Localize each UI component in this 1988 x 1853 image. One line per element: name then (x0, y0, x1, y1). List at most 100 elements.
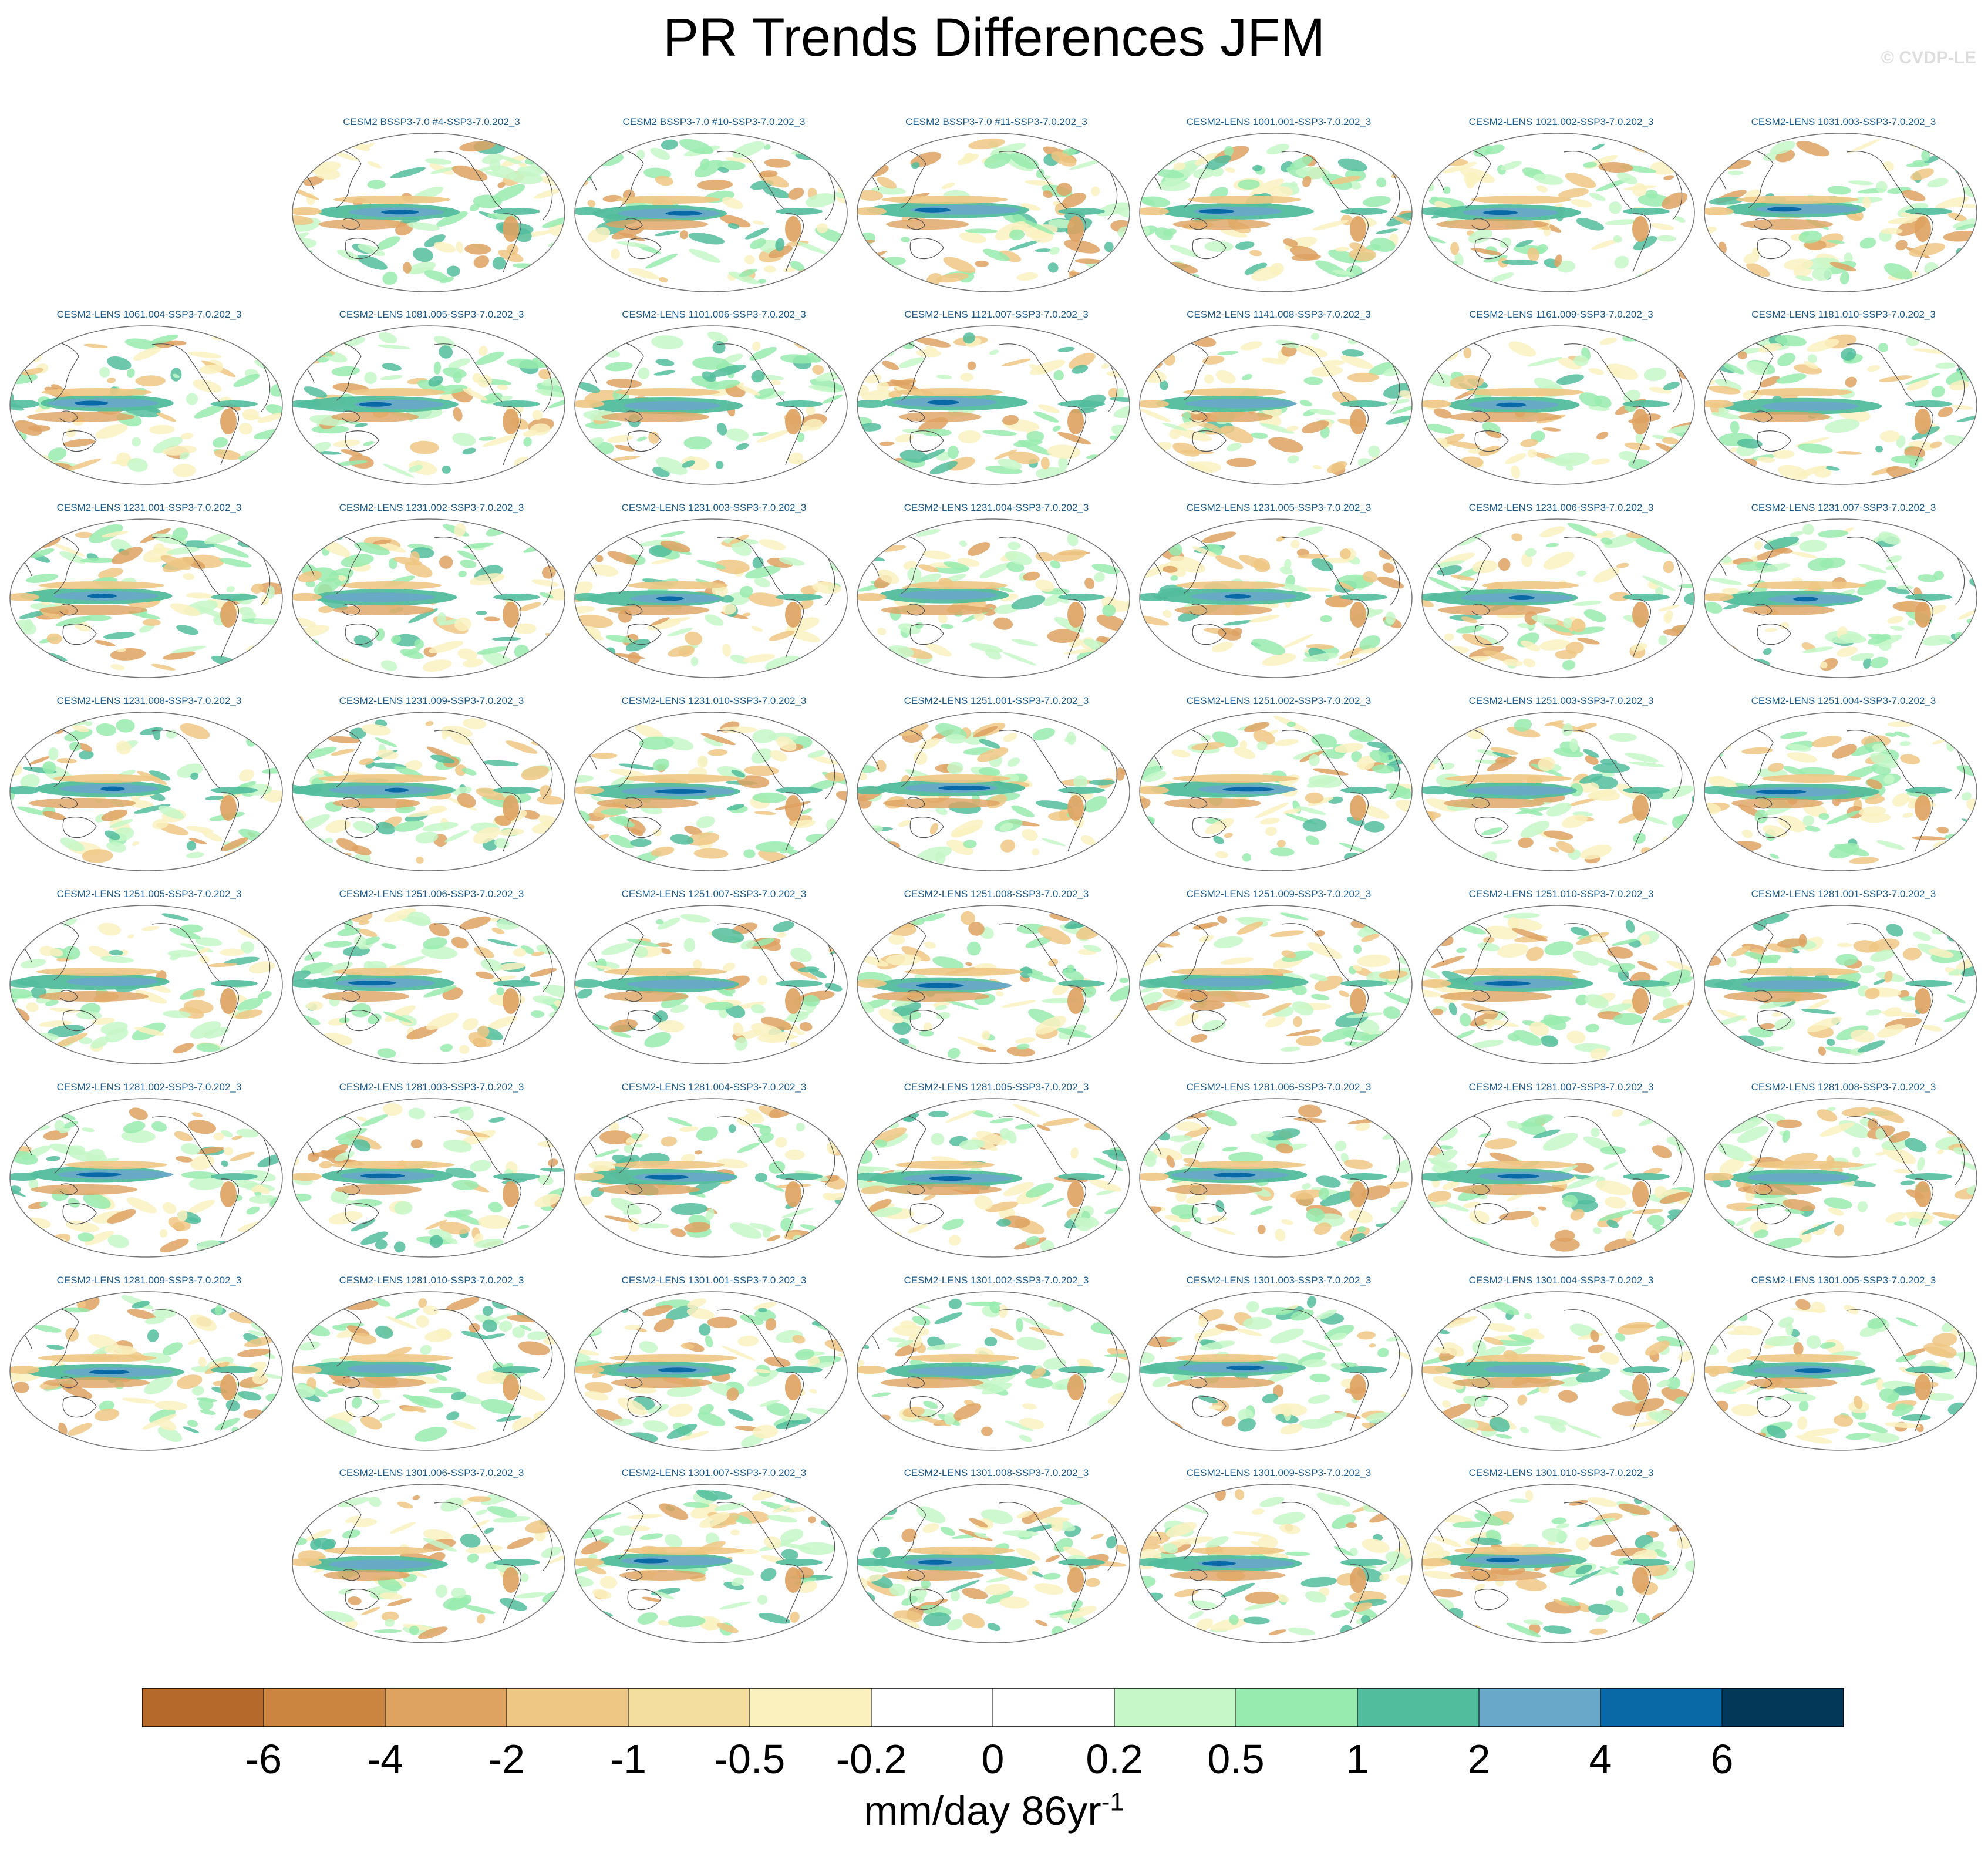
precip-blob (1369, 1104, 1380, 1117)
precip-blob (1522, 1114, 1554, 1127)
map-panel: CESM2-LENS 1251.008-SSP3-7.0.202_3 (855, 888, 1137, 1075)
precip-blob (316, 769, 324, 775)
precip-blob (539, 785, 552, 798)
precip-blob (378, 332, 397, 344)
precip-blob (1167, 262, 1198, 274)
precip-blob (1332, 269, 1354, 275)
precip-blob (1491, 272, 1514, 282)
precip-blob (581, 529, 605, 538)
precip-blob (304, 746, 337, 759)
precip-blob (1770, 853, 1780, 859)
coastline (1754, 1183, 1773, 1195)
precip-blob (1297, 526, 1323, 537)
precip-blob (1442, 161, 1477, 174)
precip-blob (382, 1103, 403, 1116)
precip-blob (1194, 1216, 1201, 1224)
map-panel: CESM2-LENS 1281.001-SSP3-7.0.202_3 (1703, 888, 1984, 1075)
precip-blob (1558, 188, 1589, 198)
map-panel: CESM2-LENS 1281.010-SSP3-7.0.202_3 (291, 1275, 572, 1461)
precip-blob (1652, 1145, 1672, 1158)
south-america-dry (1632, 602, 1649, 628)
coastline (1754, 410, 1773, 423)
precip-blob (1757, 457, 1776, 463)
precip-blob (401, 1406, 424, 1412)
precip-blob (1357, 1019, 1380, 1033)
precip-blob (1091, 186, 1100, 196)
precip-blob (117, 648, 126, 652)
precip-blob (658, 277, 668, 282)
precip-blob (469, 203, 480, 211)
precip-blob (400, 649, 424, 659)
atlantic-itcz (1623, 400, 1670, 407)
precip-blob (459, 1045, 470, 1054)
precip-blob (763, 144, 771, 150)
precip-blob (1895, 240, 1908, 251)
precip-blob (1290, 540, 1300, 549)
map-panel-label: CESM2-LENS 1281.001-SSP3-7.0.202_3 (1751, 888, 1936, 899)
precip-blob (1512, 928, 1548, 942)
precip-blob (1870, 656, 1889, 669)
precip-blob (1032, 727, 1055, 741)
precip-blob (306, 1001, 323, 1011)
precip-blob (1896, 585, 1913, 590)
precip-blob (727, 804, 744, 811)
precip-blob (49, 1008, 80, 1013)
precip-blob (1361, 1185, 1390, 1200)
indian-ocean-band (1704, 979, 1734, 988)
precip-blob (385, 1005, 416, 1022)
precip-blob (301, 332, 331, 350)
precip-blob (52, 1033, 88, 1049)
precip-blob (1320, 359, 1345, 366)
map-outline (9, 518, 283, 678)
precip-blob (963, 840, 977, 848)
precip-blob (248, 961, 275, 974)
map-panel-label: CESM2-LENS 1281.006-SSP3-7.0.202_3 (1186, 1082, 1372, 1093)
precip-blob (257, 991, 272, 1000)
precip-blob (104, 1345, 137, 1355)
precip-blob (1717, 1143, 1753, 1162)
precip-blob (1021, 218, 1056, 235)
precip-blob (1812, 267, 1832, 281)
precip-blob (1670, 847, 1694, 861)
precip-blob (694, 160, 723, 178)
precip-blob (446, 265, 460, 277)
precip-blob (1939, 913, 1951, 924)
precip-blob (648, 431, 659, 444)
coastline (1754, 604, 1773, 616)
precip-blob (238, 769, 254, 782)
precip-blob (810, 378, 844, 392)
precip-blob (931, 1133, 945, 1146)
map-outline (1139, 712, 1413, 871)
precip-blob (1706, 913, 1733, 927)
precip-blob (63, 1120, 78, 1128)
coastline (1474, 817, 1509, 838)
precip-blob (1009, 229, 1025, 240)
coastline (1757, 817, 1791, 838)
precip-blob (1121, 1114, 1130, 1124)
precip-blob (367, 180, 386, 190)
precip-blob (722, 1346, 756, 1361)
precip-blob (1228, 1151, 1263, 1164)
indian-ocean-band (1704, 786, 1734, 794)
precip-blob (1190, 1000, 1225, 1011)
precip-blob (577, 342, 606, 352)
precip-blob (97, 922, 121, 936)
precip-blob (1091, 563, 1120, 574)
precip-blob (780, 354, 817, 364)
precip-blob (686, 832, 720, 846)
precip-blob (1117, 164, 1130, 172)
south-america-dry (220, 795, 237, 821)
precip-field (1704, 905, 1977, 1064)
precip-blob (190, 1155, 215, 1170)
precip-blob (1249, 1205, 1273, 1215)
precip-blob (584, 1390, 609, 1401)
precip-blob (1961, 792, 1972, 801)
precip-blob (1811, 736, 1842, 747)
map-panel: CESM2-LENS 1251.007-SSP3-7.0.202_3 (573, 888, 855, 1075)
precip-blob (1385, 611, 1396, 625)
precip-blob (261, 926, 269, 932)
precip-blob (442, 726, 450, 740)
precip-blob (940, 624, 954, 629)
precip-blob (1677, 1218, 1694, 1225)
precip-blob (1038, 404, 1060, 413)
